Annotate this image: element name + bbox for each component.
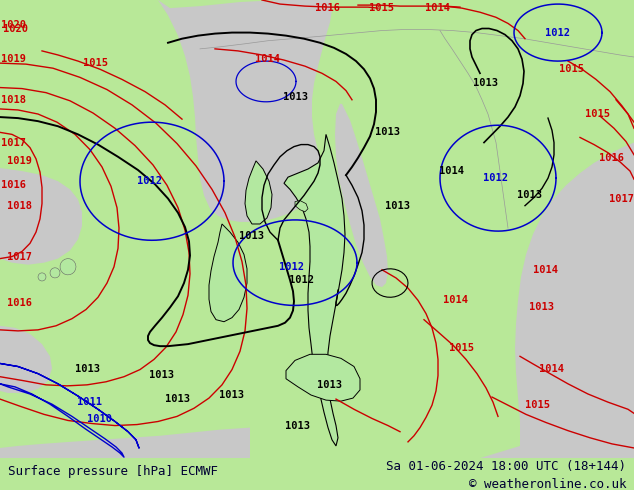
Text: 1014: 1014 (256, 54, 280, 64)
Text: 1013: 1013 (240, 231, 264, 241)
Text: 1011: 1011 (77, 397, 103, 407)
Polygon shape (0, 428, 250, 458)
Text: 1015: 1015 (559, 64, 585, 74)
Text: 1016: 1016 (1, 180, 27, 190)
Polygon shape (50, 268, 60, 278)
Text: 1012: 1012 (280, 262, 304, 272)
Text: Sa 01-06-2024 18:00 UTC (18+144): Sa 01-06-2024 18:00 UTC (18+144) (386, 460, 626, 473)
Text: 1012: 1012 (138, 176, 162, 186)
Polygon shape (284, 134, 345, 446)
Text: 1015: 1015 (370, 3, 394, 13)
Text: 1013: 1013 (75, 364, 101, 373)
Text: 1010: 1010 (87, 415, 112, 424)
Text: 1013: 1013 (285, 420, 311, 431)
Text: 1015: 1015 (450, 343, 474, 353)
Text: 1018: 1018 (1, 95, 27, 105)
Polygon shape (209, 224, 247, 322)
Text: 1014: 1014 (425, 3, 451, 13)
Text: 1015: 1015 (586, 109, 611, 119)
Text: 1013: 1013 (150, 369, 174, 380)
Text: 1019: 1019 (1, 54, 27, 64)
Text: 1013: 1013 (318, 380, 342, 390)
Polygon shape (335, 104, 388, 287)
Text: 1012: 1012 (290, 275, 314, 285)
Text: Surface pressure [hPa] ECMWF: Surface pressure [hPa] ECMWF (8, 465, 217, 478)
Text: 1020: 1020 (1, 21, 27, 30)
Text: 1017: 1017 (8, 251, 32, 262)
Text: 1013: 1013 (283, 92, 307, 102)
Text: 1014: 1014 (443, 295, 467, 305)
Text: 1013: 1013 (517, 191, 543, 200)
Text: 1020: 1020 (3, 24, 27, 33)
Polygon shape (480, 143, 634, 458)
Text: 1016: 1016 (8, 298, 32, 308)
Text: 1016: 1016 (600, 153, 624, 163)
Text: 1016: 1016 (316, 3, 340, 13)
Text: © weatheronline.co.uk: © weatheronline.co.uk (469, 478, 626, 490)
Text: 1012: 1012 (482, 173, 507, 183)
Text: 1014: 1014 (533, 265, 557, 275)
Text: 1013: 1013 (219, 390, 245, 400)
Polygon shape (60, 259, 76, 275)
Text: 1014: 1014 (439, 166, 465, 176)
Polygon shape (245, 161, 272, 224)
Text: 1012: 1012 (545, 27, 571, 38)
Text: 1013: 1013 (472, 78, 498, 89)
Polygon shape (295, 200, 308, 212)
Text: 1017: 1017 (609, 194, 634, 203)
Text: 1015: 1015 (82, 58, 108, 68)
Polygon shape (38, 273, 46, 281)
Text: 1015: 1015 (526, 400, 550, 410)
Text: 1013: 1013 (529, 302, 555, 313)
Text: 1019: 1019 (8, 156, 32, 166)
Text: 1014: 1014 (540, 364, 564, 373)
Polygon shape (0, 326, 52, 393)
Text: 1013: 1013 (165, 394, 190, 404)
Text: 1017: 1017 (1, 138, 27, 147)
Polygon shape (158, 0, 332, 222)
Text: 1013: 1013 (375, 127, 401, 137)
Polygon shape (0, 168, 82, 265)
Polygon shape (286, 354, 360, 401)
Text: 1013: 1013 (385, 201, 410, 211)
Text: 1018: 1018 (8, 201, 32, 211)
